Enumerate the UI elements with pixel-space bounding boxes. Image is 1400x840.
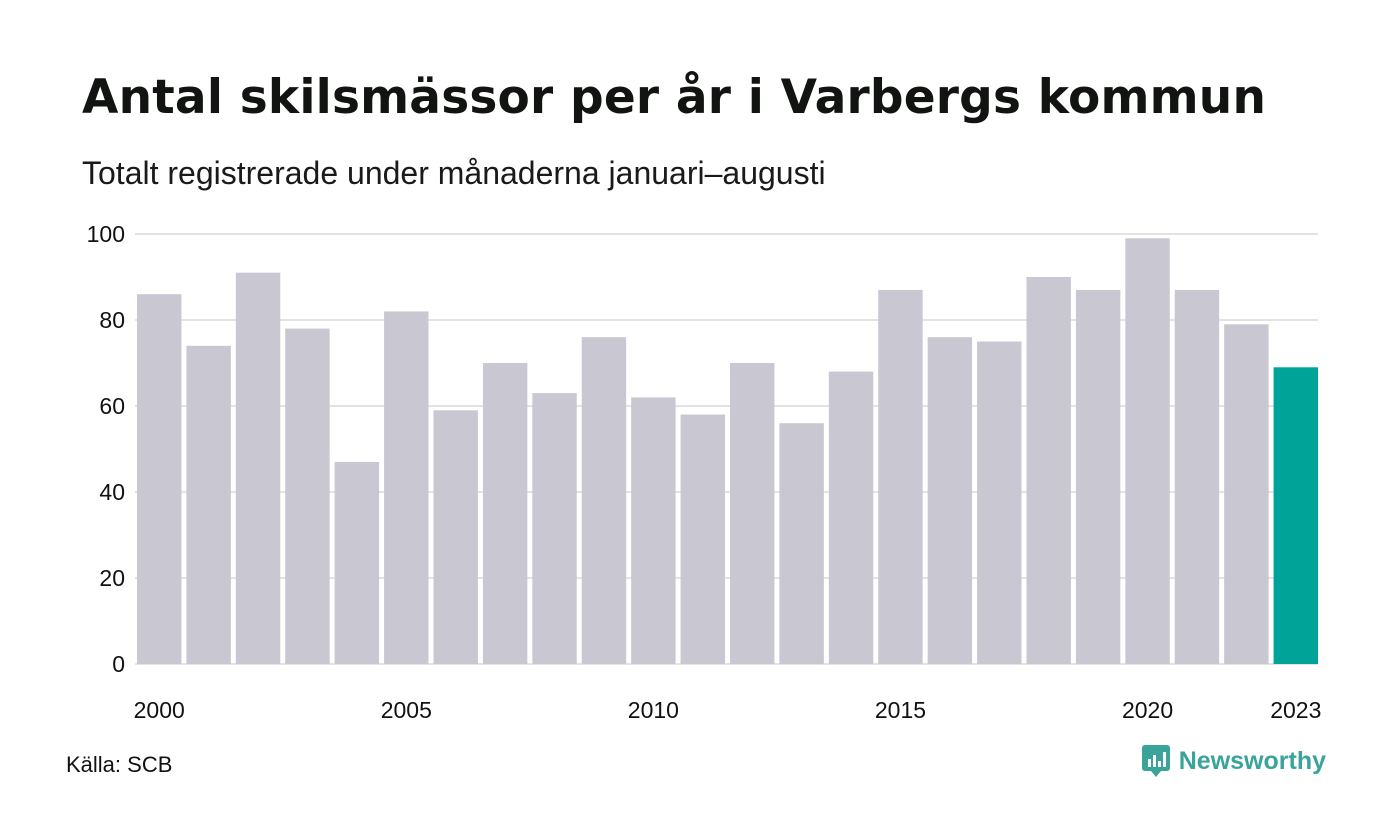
brand-name: Newsworthy <box>1178 746 1326 775</box>
bar-2008 <box>532 393 577 664</box>
bar-2001 <box>186 345 231 664</box>
x-tick-label: 2020 <box>1122 697 1173 723</box>
bar-2006 <box>433 410 478 664</box>
bar-2016 <box>927 337 973 664</box>
bar-2022 <box>1224 324 1269 664</box>
bar-2009 <box>581 337 627 664</box>
bar-2018 <box>1026 277 1071 664</box>
source-note: Källa: SCB <box>66 752 173 777</box>
y-tick-label: 20 <box>99 565 125 591</box>
y-tick-label: 80 <box>99 307 125 333</box>
newsworthy-logo-icon <box>1141 745 1170 777</box>
bar-2013 <box>779 423 824 664</box>
bar-2002 <box>235 272 281 664</box>
x-axis-ticks: 2000 2005 2010 2015 2020 2023 <box>134 697 1322 723</box>
bars <box>137 238 1318 665</box>
bar-2015 <box>878 289 923 664</box>
gridlines <box>135 233 1318 665</box>
bar-2007 <box>482 363 528 664</box>
y-tick-label: 0 <box>112 651 125 677</box>
y-tick-label: 40 <box>99 479 125 505</box>
bar-2012 <box>730 363 775 664</box>
y-tick-label: 100 <box>87 221 125 247</box>
bar-2014 <box>828 371 874 664</box>
chart-subtitle: Totalt registrerade under månaderna janu… <box>82 155 826 191</box>
chart-title: Antal skilsmässor per år i Varbergs komm… <box>82 70 1267 125</box>
x-tick-label: 2005 <box>381 697 432 723</box>
x-tick-label: 2015 <box>875 697 926 723</box>
bar-2023 <box>1273 367 1318 664</box>
bar-2004 <box>334 461 380 664</box>
bar-2003 <box>285 328 330 664</box>
y-tick-label: 60 <box>99 393 125 419</box>
brand-logo: Newsworthy <box>1141 744 1326 778</box>
x-tick-label: 2000 <box>134 697 185 723</box>
bar-2019 <box>1075 289 1121 664</box>
bar-chart: 0 20 40 60 80 100 2000 2005 2010 2015 2020 2023 <box>87 221 1322 723</box>
bar-2017 <box>977 341 1022 664</box>
x-tick-label: 2023 <box>1270 697 1321 723</box>
x-tick-label: 2010 <box>628 697 679 723</box>
bar-2011 <box>680 414 725 664</box>
bar-2020 <box>1125 238 1170 665</box>
bar-2021 <box>1174 289 1220 664</box>
bar-2000 <box>137 294 182 664</box>
bar-2005 <box>384 311 429 664</box>
bar-2010 <box>631 397 676 664</box>
y-axis-ticks: 0 20 40 60 80 100 <box>87 221 125 677</box>
